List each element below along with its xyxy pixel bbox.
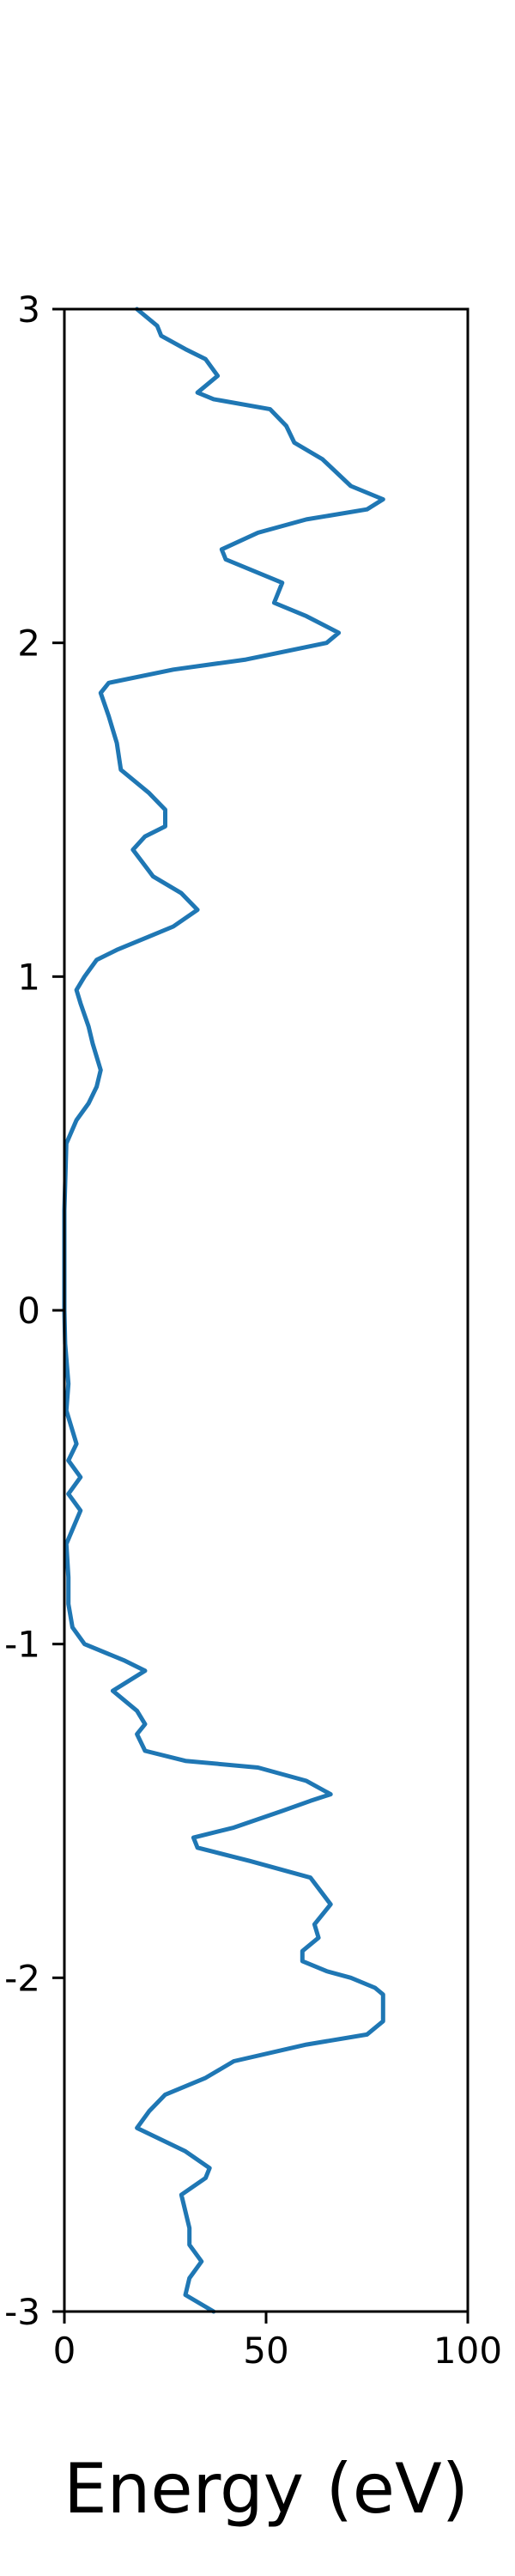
y-axis-ticks: 3 2 1 0 -1 -2 -3: [4, 289, 64, 2333]
y-tick-label: 1: [17, 956, 40, 998]
y-tick-label: 0: [17, 1290, 40, 1332]
plot-area: [62, 307, 470, 2314]
y-tick-label: -3: [4, 2291, 40, 2333]
x-tick-label: 0: [53, 2330, 76, 2372]
axes-frame: [63, 307, 470, 2313]
y-tick-label: -1: [4, 1624, 40, 1666]
series-line-1: [62, 307, 385, 2314]
x-tick-label: 50: [243, 2330, 288, 2372]
y-tick-label: 2: [17, 623, 40, 665]
x-axis-ticks: 0 50 100: [53, 2312, 502, 2372]
x-tick-label: 100: [433, 2330, 502, 2372]
y-tick-label: 3: [17, 289, 40, 331]
x-axis-title: Energy (eV): [64, 2449, 469, 2529]
y-tick-label: -2: [4, 1957, 40, 1999]
